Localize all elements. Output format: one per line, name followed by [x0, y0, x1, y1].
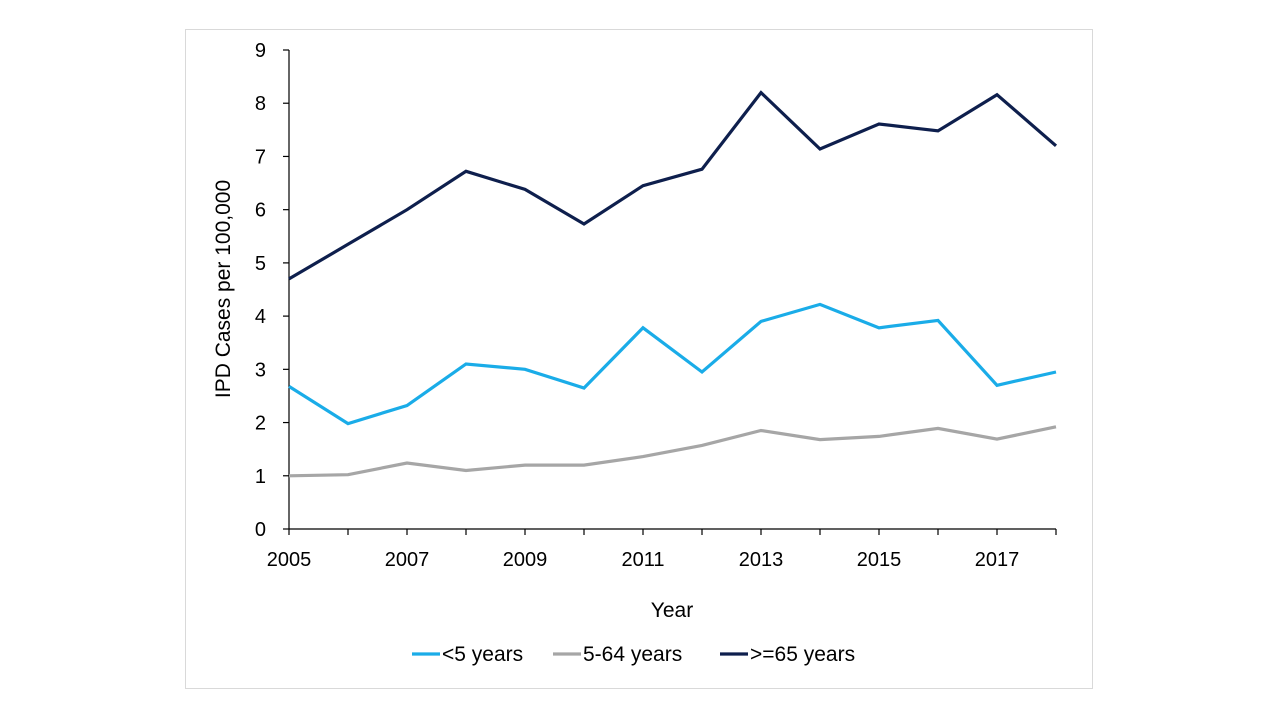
x-tick-label: 2017: [975, 549, 1020, 571]
x-tick-label: 2005: [267, 549, 312, 571]
legend-label: >=65 years: [750, 643, 855, 666]
y-tick-label: 6: [255, 200, 266, 222]
y-tick-label: 7: [255, 146, 266, 168]
x-tick-label: 2013: [739, 549, 784, 571]
y-tick-label: 4: [255, 306, 266, 328]
y-tick-label: 2: [255, 413, 266, 435]
legend: <5 years 5-64 years >=65 years: [412, 643, 855, 666]
y-tick-label: 8: [255, 93, 266, 115]
y-tick-label: 3: [255, 359, 266, 381]
y-tick-label: 9: [255, 40, 266, 62]
x-tick-label: 2011: [621, 549, 664, 571]
chart-frame: [185, 29, 1093, 689]
legend-label: 5-64 years: [583, 643, 682, 666]
legend-label: <5 years: [442, 643, 523, 666]
series-lines: [288, 90, 1058, 478]
y-axis-title: IPD Cases per 100,000: [212, 180, 235, 398]
x-tick-label: 2007: [385, 549, 430, 571]
series-line-0: [288, 302, 1057, 426]
x-tick-label: 2015: [857, 549, 902, 571]
x-tick-label: 2009: [503, 549, 548, 571]
y-tick-label: 0: [255, 519, 266, 541]
x-axis-title: Year: [651, 599, 693, 622]
y-tick-label: 1: [255, 466, 266, 488]
y-tick-label: 5: [255, 253, 266, 275]
series-line-2: [288, 90, 1058, 281]
axes: 0 1 2 3 4 5 6 7 8 9 2005 2007 2009 2011 2013 2015 2017: [255, 40, 1057, 571]
series-line-1: [288, 425, 1057, 478]
